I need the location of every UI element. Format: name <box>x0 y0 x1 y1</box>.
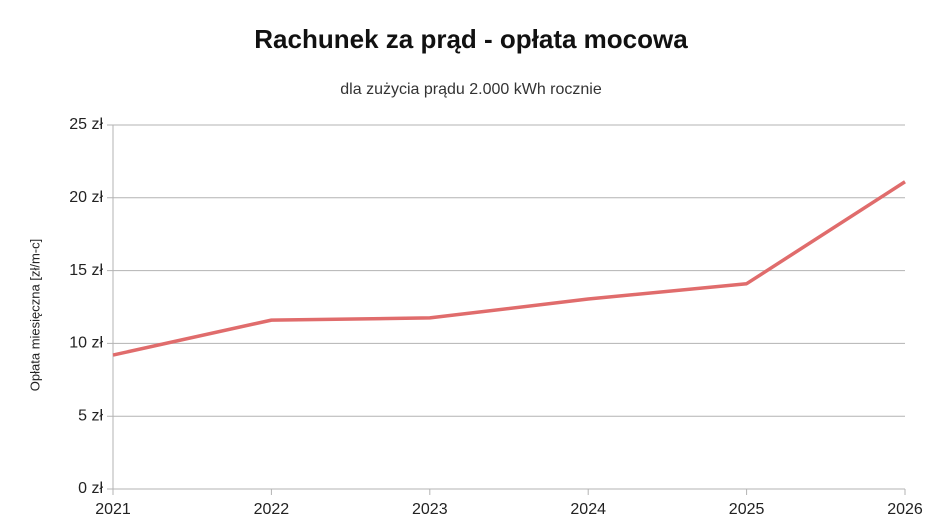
y-tick-label: 15 zł <box>69 262 103 279</box>
x-tick-label: 2021 <box>95 501 131 518</box>
chart-title: Rachunek za prąd - opłata mocowa <box>254 24 688 54</box>
line-series <box>112 180 906 357</box>
x-tick-label: 2022 <box>254 501 290 518</box>
y-tick-label: 10 zł <box>69 335 103 352</box>
y-tick-label: 5 zł <box>78 407 103 424</box>
chart-subtitle: dla zużycia prądu 2.000 kWh rocznie <box>340 81 602 98</box>
x-tick-label: 2026 <box>887 501 923 518</box>
x-tick-label: 2023 <box>412 501 448 518</box>
y-tick-label: 20 zł <box>69 189 103 206</box>
x-tick-label: 2025 <box>729 501 765 518</box>
y-axis-label: Opłata miesięczna [zł/m-c] <box>27 239 42 391</box>
y-tick-label: 0 zł <box>78 480 103 497</box>
x-tick-label: 2024 <box>570 501 606 518</box>
y-tick-label: 25 zł <box>69 116 103 133</box>
